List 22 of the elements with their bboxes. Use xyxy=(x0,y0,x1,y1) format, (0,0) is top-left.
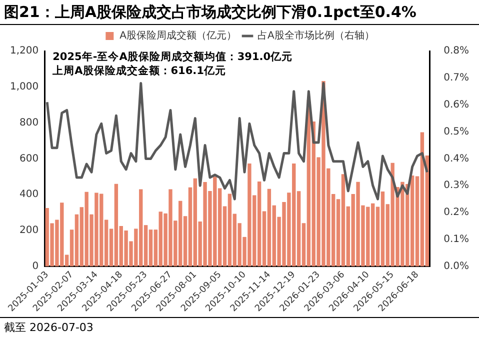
y2-tick-label: 0.2% xyxy=(444,207,469,218)
y-tick-label: 400 xyxy=(20,189,39,200)
y2-tick-label: 0.5% xyxy=(444,126,469,138)
annotation: 上周A股保险成交金额：616.1亿元 xyxy=(52,64,226,77)
y2-tick-label: 0.3% xyxy=(444,180,469,192)
y2-tick-label: 0.4% xyxy=(444,153,469,164)
chart-title: 图21：上周A股保险成交占市场成交比例下滑0.1pct至0.4% xyxy=(0,0,479,25)
y-tick-label: 1,000 xyxy=(10,81,39,92)
y-tick-label: 800 xyxy=(20,117,39,128)
y2-tick-label: 0.7% xyxy=(444,72,469,84)
y2-tick-label: 0.6% xyxy=(444,99,469,110)
legend-label: 占A股全市场比例（右轴） xyxy=(258,30,374,42)
y2-tick-label: 0.8% xyxy=(444,46,469,57)
y2-tick-label: 0.1% xyxy=(444,234,469,246)
y2-tick-label: 0.0% xyxy=(444,260,469,272)
y-tick-label: 0 xyxy=(32,260,39,272)
annotation: 2025年-至今A股保险周成交额均值：391.0亿元 xyxy=(52,50,293,63)
y-tick-label: 600 xyxy=(20,153,39,164)
y-tick-label: 200 xyxy=(20,225,39,236)
legend-label: A股保险周成交额（亿元） xyxy=(120,30,237,42)
text: 截至 2026-07-03 xyxy=(0,317,479,338)
y-tick-label: 1,200 xyxy=(10,46,39,57)
